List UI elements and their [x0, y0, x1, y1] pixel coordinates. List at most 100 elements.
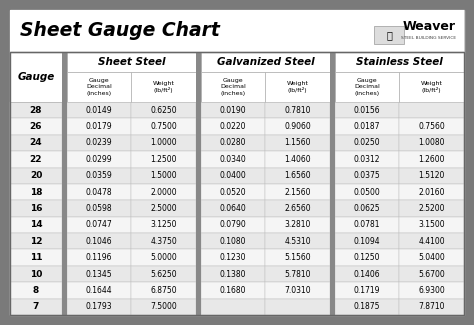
Text: 0.0500: 0.0500: [354, 188, 381, 197]
Text: 3.1250: 3.1250: [151, 220, 177, 229]
Bar: [265, 135, 330, 151]
Bar: [265, 151, 330, 168]
Bar: [131, 184, 196, 200]
Text: 2.5000: 2.5000: [150, 204, 177, 213]
Text: 0.1230: 0.1230: [220, 253, 246, 262]
Bar: [400, 72, 464, 102]
Bar: [131, 72, 196, 102]
Text: 5.6700: 5.6700: [419, 269, 445, 279]
Bar: [131, 118, 196, 135]
Bar: [400, 102, 464, 118]
Bar: [67, 102, 131, 118]
Bar: [10, 217, 62, 233]
Bar: [335, 250, 400, 266]
Bar: [67, 266, 131, 282]
Bar: [10, 282, 62, 299]
Text: 0.1644: 0.1644: [86, 286, 112, 295]
Text: 0.0359: 0.0359: [86, 171, 113, 180]
Bar: [335, 52, 464, 72]
Text: 0.0520: 0.0520: [220, 188, 246, 197]
Text: 0.0625: 0.0625: [354, 204, 381, 213]
Text: 1.4060: 1.4060: [284, 155, 311, 164]
Bar: [196, 52, 201, 315]
Text: Galvanized Steel: Galvanized Steel: [217, 57, 314, 67]
Bar: [265, 266, 330, 282]
Text: 0.7560: 0.7560: [419, 122, 445, 131]
Text: 1.5120: 1.5120: [419, 171, 445, 180]
Text: 0.6250: 0.6250: [150, 106, 177, 115]
Bar: [131, 200, 196, 217]
Bar: [201, 299, 265, 315]
Text: 0.1046: 0.1046: [86, 237, 112, 246]
Bar: [265, 282, 330, 299]
Bar: [10, 135, 62, 151]
Text: Weaver: Weaver: [403, 20, 456, 33]
Bar: [201, 233, 265, 250]
Bar: [265, 184, 330, 200]
Bar: [131, 266, 196, 282]
Bar: [201, 200, 265, 217]
Text: 10: 10: [30, 269, 42, 279]
Bar: [67, 118, 131, 135]
Text: 6.8750: 6.8750: [150, 286, 177, 295]
Text: Stainless Steel: Stainless Steel: [356, 57, 443, 67]
Bar: [400, 168, 464, 184]
Bar: [265, 233, 330, 250]
Text: 16: 16: [30, 204, 42, 213]
Bar: [265, 299, 330, 315]
Text: 3.1500: 3.1500: [419, 220, 445, 229]
Bar: [400, 118, 464, 135]
Bar: [201, 282, 265, 299]
Text: 2.5200: 2.5200: [419, 204, 445, 213]
Text: 7: 7: [33, 302, 39, 311]
Text: Gauge
Decimal
(inches): Gauge Decimal (inches): [220, 78, 246, 96]
Text: Gauge
Decimal
(inches): Gauge Decimal (inches): [355, 78, 380, 96]
Bar: [201, 118, 265, 135]
Text: 7.0310: 7.0310: [284, 286, 311, 295]
Bar: [67, 52, 196, 72]
Bar: [335, 72, 400, 102]
Bar: [335, 217, 400, 233]
Text: 14: 14: [30, 220, 42, 229]
Text: 1.2600: 1.2600: [419, 155, 445, 164]
Bar: [62, 52, 67, 315]
Bar: [335, 266, 400, 282]
Text: 0.0299: 0.0299: [86, 155, 112, 164]
Text: 5.0000: 5.0000: [150, 253, 177, 262]
Bar: [335, 135, 400, 151]
Text: 7.5000: 7.5000: [150, 302, 177, 311]
Text: 24: 24: [30, 138, 42, 148]
Bar: [67, 299, 131, 315]
Bar: [201, 151, 265, 168]
Bar: [131, 217, 196, 233]
Text: 0.1345: 0.1345: [86, 269, 112, 279]
Text: 0.0598: 0.0598: [86, 204, 112, 213]
Bar: [335, 118, 400, 135]
Text: 0.0149: 0.0149: [86, 106, 112, 115]
Bar: [400, 200, 464, 217]
Text: 0.9060: 0.9060: [284, 122, 311, 131]
Text: 0.0640: 0.0640: [220, 204, 246, 213]
Text: 1.2500: 1.2500: [151, 155, 177, 164]
Text: 0.0280: 0.0280: [220, 138, 246, 148]
Bar: [67, 72, 131, 102]
Bar: [131, 233, 196, 250]
Bar: [201, 217, 265, 233]
Text: 2.6560: 2.6560: [284, 204, 311, 213]
Text: 20: 20: [30, 171, 42, 180]
Text: 5.7810: 5.7810: [284, 269, 311, 279]
Bar: [131, 250, 196, 266]
Bar: [265, 118, 330, 135]
Bar: [131, 299, 196, 315]
Bar: [335, 168, 400, 184]
Text: 28: 28: [30, 106, 42, 115]
Bar: [10, 233, 62, 250]
Bar: [335, 200, 400, 217]
Bar: [374, 26, 404, 44]
Text: 0.7500: 0.7500: [150, 122, 177, 131]
Text: 26: 26: [30, 122, 42, 131]
Text: 0.0747: 0.0747: [86, 220, 113, 229]
Bar: [201, 52, 330, 72]
Bar: [335, 102, 400, 118]
Text: 4.3750: 4.3750: [150, 237, 177, 246]
